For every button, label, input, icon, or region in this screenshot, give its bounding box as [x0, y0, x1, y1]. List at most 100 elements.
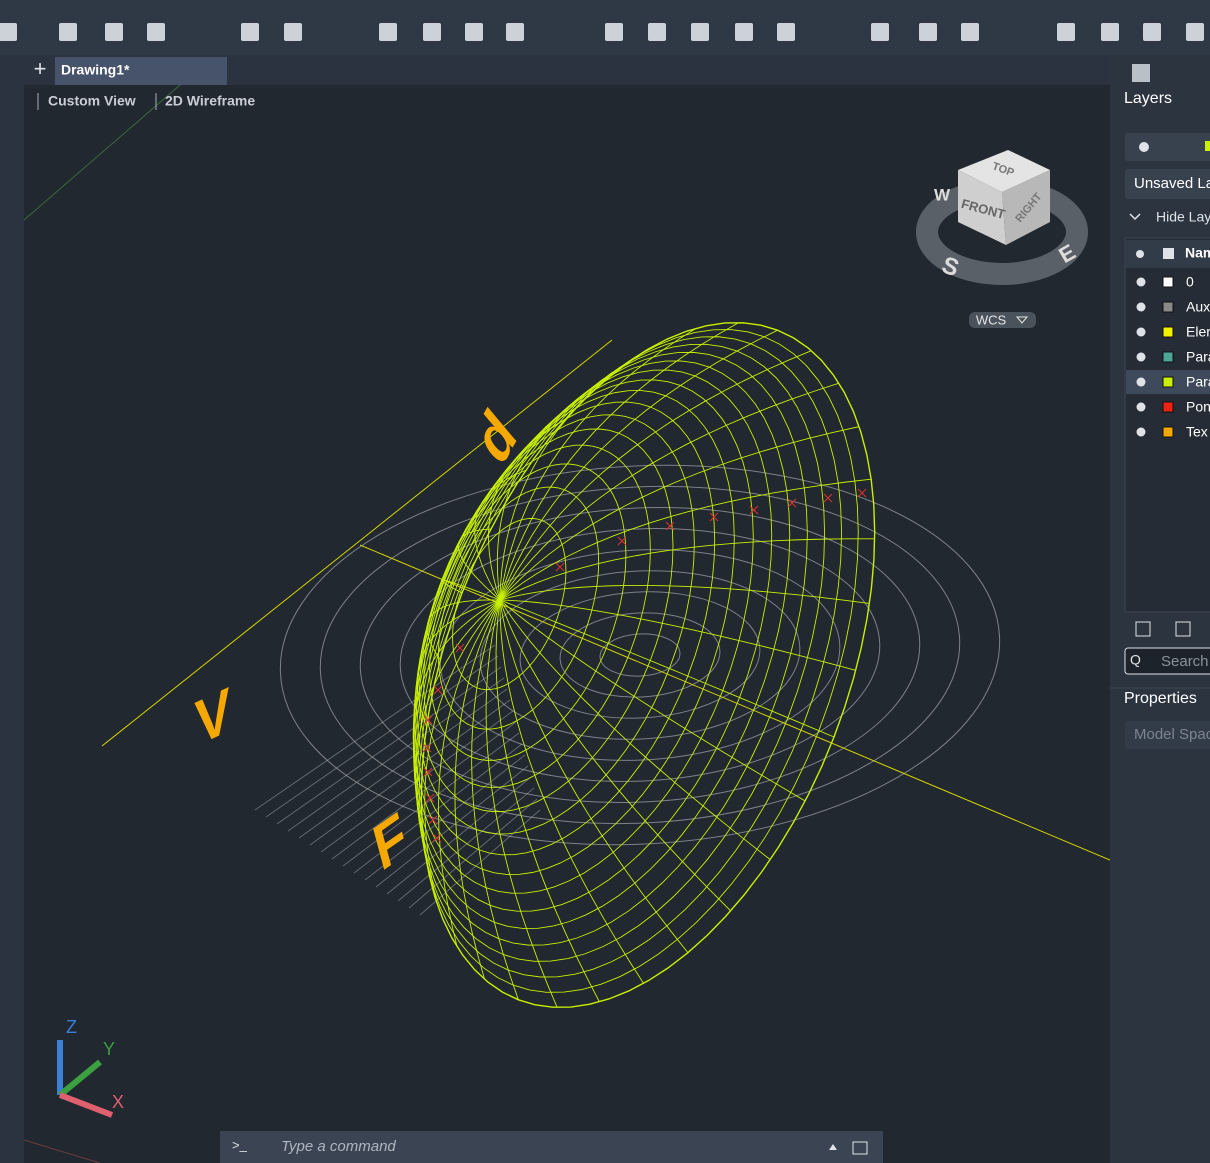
properties-selection[interactable]: Model Spac: [1134, 726, 1210, 743]
point-marker: [422, 743, 432, 753]
point-marker: [617, 536, 627, 546]
column-header[interactable]: Nam: [1185, 245, 1210, 261]
tool-button[interactable]: [1143, 23, 1161, 41]
ucs-icon: Z Y X: [57, 1017, 124, 1118]
layer-on-icon[interactable]: [1136, 352, 1146, 362]
tool-button[interactable]: [605, 23, 623, 41]
cube-right: [1002, 170, 1050, 245]
current-color: [1205, 141, 1210, 151]
mesh-ring: [415, 343, 826, 962]
tool-button[interactable]: [735, 23, 753, 41]
layer-color[interactable]: [1162, 426, 1174, 438]
tool-button[interactable]: [1057, 23, 1075, 41]
chevron[interactable]: [1129, 213, 1141, 221]
command-input[interactable]: Type a command: [281, 1138, 396, 1155]
layers-tab-icon[interactable]: [1132, 64, 1150, 82]
share-button[interactable]: [852, 1141, 868, 1155]
directrix: [101, 339, 613, 747]
tool-button[interactable]: [1186, 23, 1204, 41]
command-line[interactable]: [220, 1131, 883, 1163]
grid-ring: [319, 485, 961, 825]
layer-name[interactable]: 0: [1186, 274, 1194, 290]
new-layer-frozen-button[interactable]: [1175, 621, 1191, 637]
grid-ring: [599, 633, 681, 677]
layer-on-icon[interactable]: [1136, 427, 1146, 437]
tool-button[interactable]: [1101, 23, 1119, 41]
tool-button[interactable]: [465, 23, 483, 41]
tool-button[interactable]: [919, 23, 937, 41]
layer-name[interactable]: Tex: [1186, 424, 1208, 440]
wcs-label[interactable]: WCS: [976, 312, 1007, 327]
new-layer-button[interactable]: [1135, 621, 1151, 637]
grid-hatch: [397, 787, 535, 902]
tool-button[interactable]: [871, 23, 889, 41]
search-placeholder[interactable]: Search: [1161, 653, 1209, 670]
wcs-menu[interactable]: [969, 312, 1036, 328]
guide-line: [24, 85, 181, 221]
grid-hatch: [364, 754, 526, 881]
layer-color[interactable]: [1162, 376, 1174, 388]
layer-on-icon[interactable]: [1136, 302, 1146, 312]
properties-dropdown[interactable]: [1125, 721, 1210, 749]
layer-on-icon[interactable]: [1136, 402, 1146, 412]
search-box[interactable]: [1124, 647, 1210, 675]
tool-button[interactable]: [284, 23, 302, 41]
grid-hatch: [298, 688, 508, 839]
tab-title[interactable]: Drawing1*: [61, 62, 130, 78]
layer-color[interactable]: [1162, 326, 1174, 338]
new-tab-button[interactable]: +: [34, 56, 47, 81]
tool-button[interactable]: [241, 23, 259, 41]
dropdown-arrow: [1015, 316, 1029, 324]
viewcube[interactable]: TOP FRONT RIGHT W S E WCS: [916, 150, 1088, 328]
tool-button[interactable]: [961, 23, 979, 41]
grid-hatch: [353, 743, 523, 874]
tool-button[interactable]: [379, 23, 397, 41]
layer-on-icon[interactable]: [1136, 277, 1146, 287]
tool-button[interactable]: [0, 23, 17, 41]
tool-button[interactable]: [105, 23, 123, 41]
layer-name[interactable]: Para: [1186, 374, 1210, 390]
command-prompt[interactable]: >_: [232, 1137, 248, 1152]
hide-layers-toggle[interactable]: Hide Lay: [1156, 209, 1210, 225]
layer-state-dropdown[interactable]: [1125, 169, 1210, 199]
compass-label: W: [934, 185, 951, 204]
mesh-ring: [412, 369, 773, 912]
axis-line: [359, 544, 1110, 861]
tool-button[interactable]: [147, 23, 165, 41]
layer-name[interactable]: Aux: [1186, 299, 1210, 315]
tool-button[interactable]: [691, 23, 709, 41]
layer-name[interactable]: Eler: [1186, 324, 1210, 340]
layer-color[interactable]: [1162, 401, 1174, 413]
mesh-ring: [412, 379, 754, 894]
layer-state[interactable]: Unsaved La: [1134, 175, 1210, 192]
tool-button[interactable]: [59, 23, 77, 41]
guide-line: [24, 1139, 101, 1163]
point-marker: [425, 793, 435, 803]
grid-ring: [439, 549, 841, 761]
point-marker: [665, 521, 675, 531]
mesh-ring: [429, 463, 627, 761]
layer-color[interactable]: [1162, 351, 1174, 363]
view-control[interactable]: Custom View: [48, 93, 136, 109]
layer-color[interactable]: [1162, 301, 1174, 313]
mesh-ring: [413, 390, 735, 875]
tool-button[interactable]: [506, 23, 524, 41]
layer-on-icon[interactable]: [1136, 327, 1146, 337]
tab[interactable]: [55, 57, 227, 85]
grid-ring: [359, 506, 921, 804]
tool-button[interactable]: [423, 23, 441, 41]
on-icon[interactable]: [1139, 142, 1149, 152]
layer-color[interactable]: [1162, 276, 1174, 288]
layer-on-icon[interactable]: [1136, 377, 1146, 387]
tool-button[interactable]: [648, 23, 666, 41]
grid-ring: [479, 570, 801, 740]
layer-name[interactable]: Para: [1186, 349, 1210, 365]
layer-list: [1124, 237, 1210, 613]
layer-name[interactable]: Pon: [1186, 399, 1210, 415]
visual-style-control[interactable]: 2D Wireframe: [165, 93, 255, 109]
x-axis: [58, 1092, 114, 1118]
tool-button[interactable]: [777, 23, 795, 41]
grid-hatch: [287, 677, 505, 832]
history-button[interactable]: [829, 1144, 837, 1150]
